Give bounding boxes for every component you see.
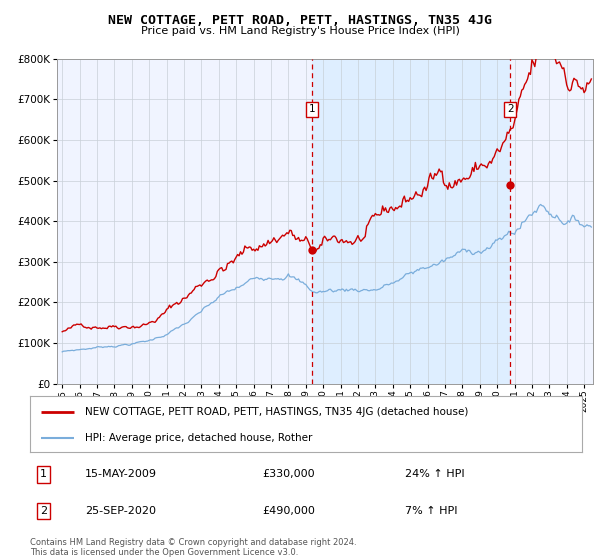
Text: 2: 2 bbox=[40, 506, 47, 516]
Text: 15-MAY-2009: 15-MAY-2009 bbox=[85, 469, 157, 479]
Text: HPI: Average price, detached house, Rother: HPI: Average price, detached house, Roth… bbox=[85, 433, 313, 444]
Text: 25-SEP-2020: 25-SEP-2020 bbox=[85, 506, 156, 516]
Text: 1: 1 bbox=[309, 104, 316, 114]
Text: 1: 1 bbox=[40, 469, 47, 479]
Text: 2: 2 bbox=[507, 104, 514, 114]
Text: 24% ↑ HPI: 24% ↑ HPI bbox=[406, 469, 465, 479]
Bar bbox=[312, 59, 510, 384]
Text: NEW COTTAGE, PETT ROAD, PETT, HASTINGS, TN35 4JG (detached house): NEW COTTAGE, PETT ROAD, PETT, HASTINGS, … bbox=[85, 407, 469, 417]
Text: 7% ↑ HPI: 7% ↑ HPI bbox=[406, 506, 458, 516]
Text: £330,000: £330,000 bbox=[262, 469, 314, 479]
Text: NEW COTTAGE, PETT ROAD, PETT, HASTINGS, TN35 4JG: NEW COTTAGE, PETT ROAD, PETT, HASTINGS, … bbox=[108, 14, 492, 27]
Text: £490,000: £490,000 bbox=[262, 506, 315, 516]
Text: Price paid vs. HM Land Registry's House Price Index (HPI): Price paid vs. HM Land Registry's House … bbox=[140, 26, 460, 36]
Text: Contains HM Land Registry data © Crown copyright and database right 2024.
This d: Contains HM Land Registry data © Crown c… bbox=[30, 538, 356, 557]
